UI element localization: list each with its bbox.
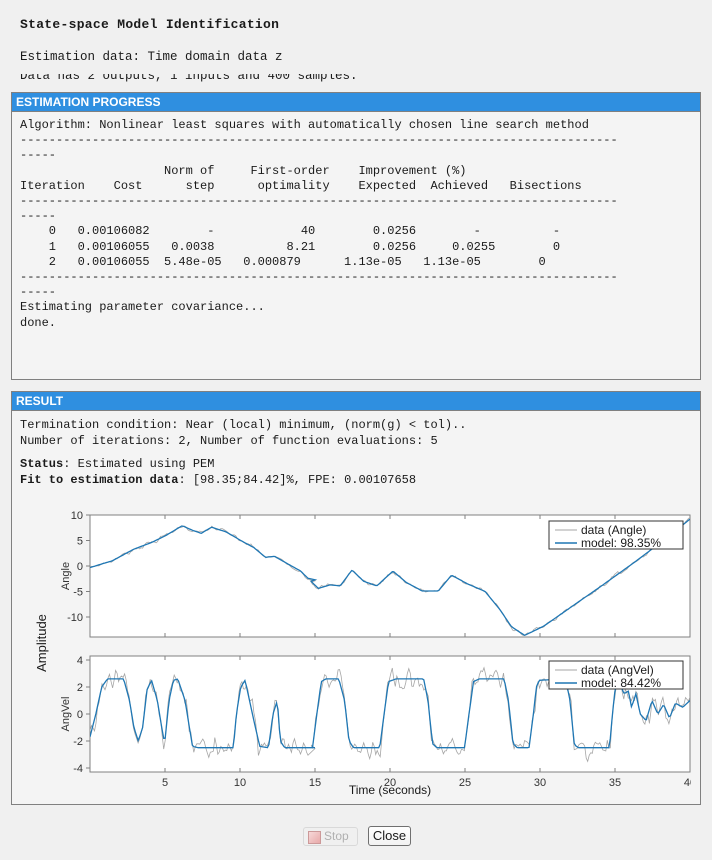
svg-text:AngVel: AngVel xyxy=(60,697,72,732)
svg-text:-10: -10 xyxy=(67,612,83,624)
svg-text:10: 10 xyxy=(71,510,83,522)
svg-text:Time (seconds): Time (seconds) xyxy=(349,783,431,797)
svg-text:15: 15 xyxy=(309,777,321,789)
svg-text:model: 84.42%: model: 84.42% xyxy=(581,676,661,690)
svg-text:30: 30 xyxy=(534,777,546,789)
svg-text:-5: -5 xyxy=(73,587,83,599)
svg-text:35: 35 xyxy=(609,777,621,789)
svg-text:40: 40 xyxy=(684,777,696,789)
svg-text:-4: -4 xyxy=(73,763,83,775)
svg-text:Amplitude: Amplitude xyxy=(34,614,49,672)
svg-text:data (Angle): data (Angle) xyxy=(581,523,646,537)
svg-text:Angle: Angle xyxy=(60,562,72,590)
svg-text:5: 5 xyxy=(77,536,83,548)
svg-text:0: 0 xyxy=(77,561,83,573)
svg-text:2: 2 xyxy=(77,682,83,694)
svg-text:0: 0 xyxy=(77,709,83,721)
svg-text:4: 4 xyxy=(77,655,83,667)
svg-text:data (AngVel): data (AngVel) xyxy=(581,663,654,677)
svg-text:model: 98.35%: model: 98.35% xyxy=(581,536,661,550)
svg-text:-2: -2 xyxy=(73,736,83,748)
svg-text:5: 5 xyxy=(162,777,168,789)
svg-text:25: 25 xyxy=(459,777,471,789)
svg-text:10: 10 xyxy=(234,777,246,789)
